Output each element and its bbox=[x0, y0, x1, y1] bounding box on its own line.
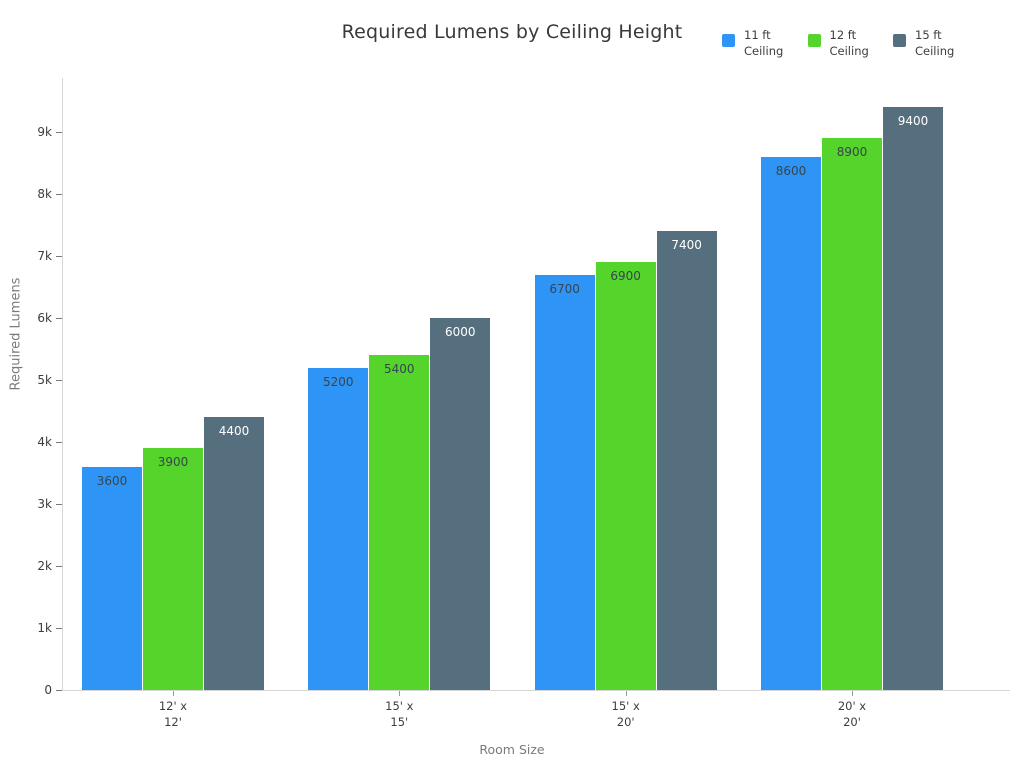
bar-12-ft-ceiling bbox=[369, 355, 430, 690]
legend-swatch bbox=[722, 34, 735, 47]
bar-11-ft-ceiling bbox=[534, 274, 595, 690]
y-axis-title: Required Lumens bbox=[8, 277, 24, 391]
y-tick-mark bbox=[56, 504, 62, 505]
bar-value-label: 3900 bbox=[157, 455, 189, 470]
y-tick-mark bbox=[56, 628, 62, 629]
y-tick-label: 3k bbox=[37, 497, 52, 511]
bar-value-label: 9400 bbox=[897, 114, 929, 129]
x-tick-label: 12' x 12' bbox=[158, 699, 188, 729]
x-tick-mark bbox=[399, 691, 401, 696]
x-tick-mark bbox=[852, 691, 853, 696]
legend-item: 12 ft Ceiling bbox=[807, 28, 869, 59]
y-tick-mark bbox=[56, 690, 62, 691]
x-tick-label: 15' x 15' bbox=[385, 699, 414, 729]
x-axis-title: Room Size bbox=[479, 742, 545, 757]
legend-item: 11 ft Ceiling bbox=[722, 28, 783, 59]
bar-15-ft-ceiling bbox=[204, 417, 264, 690]
legend-swatch bbox=[893, 34, 906, 47]
bar-value-label: 3600 bbox=[96, 473, 128, 488]
bar-15-ft-ceiling bbox=[656, 231, 717, 690]
bar-11-ft-ceiling bbox=[82, 466, 142, 690]
bar-15-ft-ceiling bbox=[430, 318, 491, 690]
bar-value-label: 5200 bbox=[323, 374, 354, 389]
y-tick-label: 0 bbox=[44, 683, 52, 697]
x-axis-line bbox=[62, 690, 1010, 691]
bar-11-ft-ceiling bbox=[308, 367, 369, 690]
bar-11-ft-ceiling bbox=[761, 156, 821, 690]
bar-value-label: 8900 bbox=[836, 145, 868, 160]
y-tick-mark bbox=[56, 256, 62, 257]
y-tick-label: 8k bbox=[37, 187, 52, 201]
chart-title: Required Lumens by Ceiling Height bbox=[341, 21, 683, 43]
y-tick-mark bbox=[56, 566, 62, 567]
bar-12-ft-ceiling bbox=[143, 448, 203, 690]
y-tick-label: 5k bbox=[37, 373, 52, 387]
bar-12-ft-ceiling bbox=[595, 262, 656, 690]
y-tick-mark bbox=[56, 442, 62, 443]
y-tick-label: 6k bbox=[37, 311, 52, 325]
legend-label: 15 ft Ceiling bbox=[915, 28, 955, 58]
bar-15-ft-ceiling bbox=[883, 107, 943, 690]
y-tick-mark bbox=[56, 318, 62, 319]
x-tick-label: 15' x 20' bbox=[611, 699, 640, 729]
y-tick-label: 4k bbox=[37, 435, 52, 449]
x-tick-mark bbox=[625, 691, 627, 696]
x-tick-label: 20' x 20' bbox=[837, 699, 867, 729]
legend-item: 15 ft Ceiling bbox=[893, 28, 954, 59]
bar-value-label: 7400 bbox=[671, 238, 702, 253]
y-axis-line bbox=[62, 78, 63, 690]
y-tick-mark bbox=[56, 132, 62, 133]
y-tick-mark bbox=[56, 194, 62, 195]
legend-label: 11 ft Ceiling bbox=[744, 28, 784, 58]
bar-value-label: 6900 bbox=[610, 269, 641, 284]
y-tick-label: 1k bbox=[37, 621, 52, 635]
legend-label: 12 ft Ceiling bbox=[829, 28, 869, 58]
x-tick-mark bbox=[173, 691, 174, 696]
bar-value-label: 4400 bbox=[218, 424, 250, 439]
legend: 11 ft Ceiling 12 ft Ceiling 15 ft Ceiling bbox=[0, 28, 1024, 68]
y-tick-label: 9k bbox=[37, 125, 52, 139]
y-tick-label: 7k bbox=[37, 249, 52, 263]
y-tick-mark bbox=[56, 380, 62, 381]
bar-value-label: 5400 bbox=[384, 362, 415, 377]
bar-12-ft-ceiling bbox=[822, 138, 882, 690]
bar-value-label: 6000 bbox=[445, 325, 476, 339]
bar-value-label: 6700 bbox=[549, 281, 580, 296]
legend-swatch bbox=[807, 34, 821, 47]
y-tick-label: 2k bbox=[37, 559, 52, 573]
bar-value-label: 8600 bbox=[775, 163, 807, 178]
